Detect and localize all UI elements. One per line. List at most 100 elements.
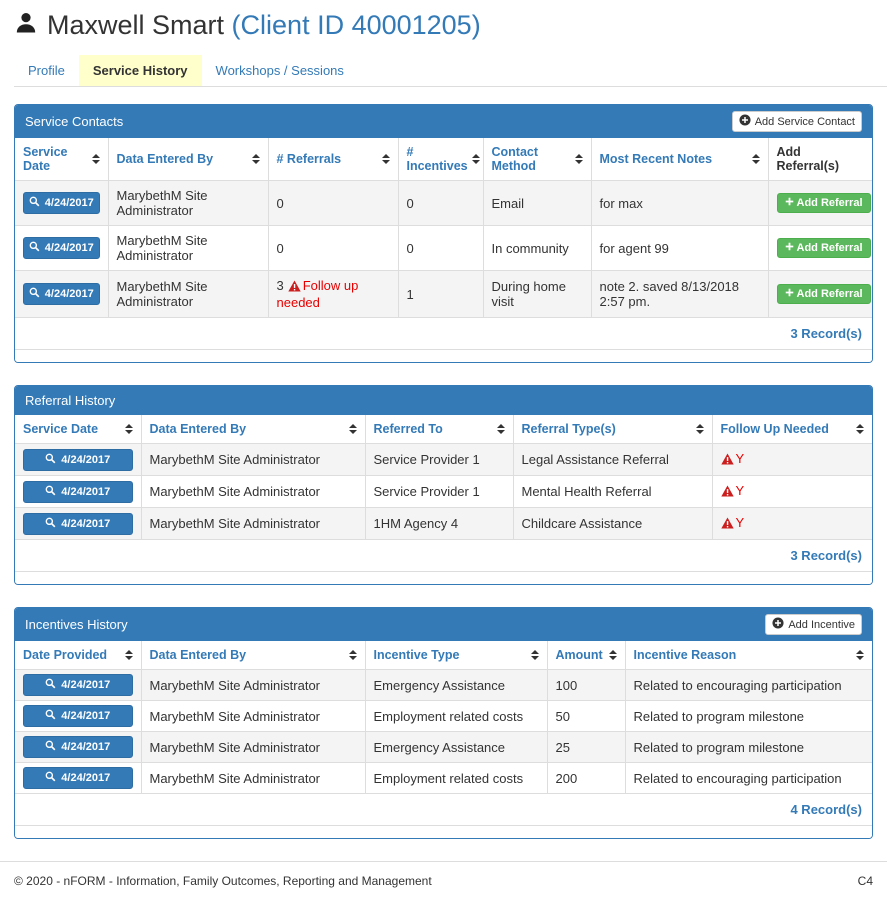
view-incentive-button[interactable]: 4/24/2017 (23, 736, 133, 758)
panel-bottom-space (15, 350, 872, 362)
follow-up-cell: Y (712, 475, 872, 508)
column-header-referred-to[interactable]: Referred To (365, 415, 514, 444)
magnifier-icon (45, 678, 56, 692)
column-header-referrals[interactable]: # Referrals (268, 138, 399, 181)
view-service-contact-button[interactable]: 4/24/2017 (23, 237, 100, 259)
column-header-service-date[interactable]: Service Date (15, 138, 109, 181)
view-referral-button[interactable]: 4/24/2017 (23, 480, 133, 503)
sort-icon[interactable] (91, 154, 100, 164)
incentives-cell: 1 (398, 270, 484, 318)
entered-by-cell: MarybethM Site Administrator (141, 443, 366, 476)
view-service-contact-button[interactable]: 4/24/2017 (23, 192, 100, 214)
table-row: 4/24/2017 MarybethM Site Administrator E… (15, 762, 872, 794)
referral-history-heading: Referral History (15, 386, 872, 415)
sort-icon[interactable] (381, 154, 390, 164)
contact-method-cell: Email (483, 180, 592, 226)
incentive-reason-cell: Related to program milestone (625, 731, 872, 763)
sort-icon[interactable] (574, 154, 583, 164)
incentive-type-cell: Employment related costs (365, 762, 548, 794)
sort-icon[interactable] (496, 424, 505, 434)
tab-workshops-sessions[interactable]: Workshops / Sessions (215, 63, 344, 78)
table-row: 4/24/2017 MarybethM Site Administrator E… (15, 731, 872, 763)
entered-by-cell: MarybethM Site Administrator (108, 225, 269, 271)
sort-icon[interactable] (695, 424, 704, 434)
amount-cell: 200 (547, 762, 626, 794)
add-referral-button[interactable]: Add Referral (776, 193, 871, 213)
column-header-referral-types[interactable]: Referral Type(s) (513, 415, 713, 444)
entered-by-cell: MarybethM Site Administrator (141, 762, 366, 794)
table-row: 4/24/2017 MarybethM Site Administrator E… (15, 700, 872, 732)
add-service-contact-button[interactable]: Add Service Contact (731, 111, 862, 132)
column-header-date-provided[interactable]: Date Provided (15, 641, 142, 670)
incentives-history-panel: Incentives History Add Incentive Date Pr… (14, 607, 873, 839)
view-referral-button[interactable]: 4/24/2017 (23, 448, 133, 471)
entered-by-cell: MarybethM Site Administrator (141, 475, 366, 508)
service-contacts-heading: Service Contacts Add Service Contact (15, 105, 872, 138)
column-header-incentive-type[interactable]: Incentive Type (365, 641, 548, 670)
referred-to-cell: Service Provider 1 (365, 443, 514, 476)
tab-profile[interactable]: Profile (28, 63, 65, 78)
sort-icon[interactable] (251, 154, 260, 164)
magnifier-icon (29, 287, 40, 301)
referral-history-table: Service Date Data Entered By Referred To… (15, 415, 872, 572)
incentives-cell: 0 (398, 180, 484, 226)
incentive-type-cell: Emergency Assistance (365, 731, 548, 763)
referrals-cell: 3 Follow up needed (268, 270, 399, 318)
sort-icon[interactable] (124, 424, 133, 434)
sort-icon[interactable] (348, 424, 357, 434)
sort-icon[interactable] (124, 650, 133, 660)
column-header-most-recent-notes[interactable]: Most Recent Notes (591, 138, 769, 181)
sort-icon[interactable] (608, 650, 617, 660)
tab-service-history[interactable]: Service History (78, 55, 202, 86)
plus-circle-icon (772, 617, 784, 632)
notes-cell: note 2. saved 8/13/2018 2:57 pm. (591, 270, 769, 318)
magnifier-icon (45, 740, 56, 754)
contact-method-cell: In community (483, 225, 592, 271)
entered-by-cell: MarybethM Site Administrator (108, 180, 269, 226)
column-header-amount[interactable]: Amount (547, 641, 626, 670)
sort-icon[interactable] (471, 154, 480, 164)
magnifier-icon (45, 709, 56, 723)
view-incentive-button[interactable]: 4/24/2017 (23, 674, 133, 696)
service-contacts-panel: Service Contacts Add Service Contact Ser… (14, 104, 873, 363)
column-header-contact-method[interactable]: Contact Method (483, 138, 592, 181)
sort-icon[interactable] (751, 154, 760, 164)
incentive-reason-cell: Related to encouraging participation (625, 762, 872, 794)
table-row: 4/24/2017 MarybethM Site Administrator E… (15, 669, 872, 701)
sort-icon[interactable] (348, 650, 357, 660)
referral-history-panel: Referral History Service Date Data Enter… (14, 385, 873, 585)
entered-by-cell: MarybethM Site Administrator (141, 507, 366, 540)
referrals-cell: 0 (268, 180, 399, 226)
incentive-type-cell: Employment related costs (365, 700, 548, 732)
column-header-data-entered-by[interactable]: Data Entered By (141, 641, 366, 670)
sort-icon[interactable] (856, 424, 864, 434)
table-row: 4/24/2017 MarybethM Site Administrator 1… (15, 507, 872, 540)
view-incentive-button[interactable]: 4/24/2017 (23, 767, 133, 789)
referral-type-cell: Mental Health Referral (513, 475, 713, 508)
referrals-cell: 0 (268, 225, 399, 271)
add-referral-button[interactable]: Add Referral (776, 284, 871, 304)
add-referral-button[interactable]: Add Referral (776, 238, 871, 258)
column-header-service-date[interactable]: Service Date (15, 415, 142, 444)
column-header-add-referrals: Add Referral(s) (776, 145, 840, 173)
column-header-data-entered-by[interactable]: Data Entered By (108, 138, 269, 181)
column-header-follow-up-needed[interactable]: Follow Up Needed (712, 415, 872, 444)
view-incentive-button[interactable]: 4/24/2017 (23, 705, 133, 727)
follow-up-needed-label: Follow up needed (276, 278, 359, 310)
column-header-incentives[interactable]: # Incentives (398, 138, 484, 181)
notes-cell: for max (591, 180, 769, 226)
add-incentive-button[interactable]: Add Incentive (765, 614, 862, 635)
sort-icon[interactable] (530, 650, 539, 660)
sort-icon[interactable] (856, 650, 864, 660)
magnifier-icon (45, 517, 56, 531)
referred-to-cell: 1HM Agency 4 (365, 507, 514, 540)
record-count: 3 Record(s) (15, 317, 872, 350)
column-header-incentive-reason[interactable]: Incentive Reason (625, 641, 872, 670)
site-footer: © 2020 - nFORM - Information, Family Out… (0, 861, 887, 908)
view-service-contact-button[interactable]: 4/24/2017 (23, 283, 100, 305)
view-referral-button[interactable]: 4/24/2017 (23, 512, 133, 535)
plus-icon (785, 197, 794, 209)
column-header-data-entered-by[interactable]: Data Entered By (141, 415, 366, 444)
entered-by-cell: MarybethM Site Administrator (108, 270, 269, 318)
table-row: 4/24/2017 MarybethM Site Administrator 3… (15, 270, 872, 318)
